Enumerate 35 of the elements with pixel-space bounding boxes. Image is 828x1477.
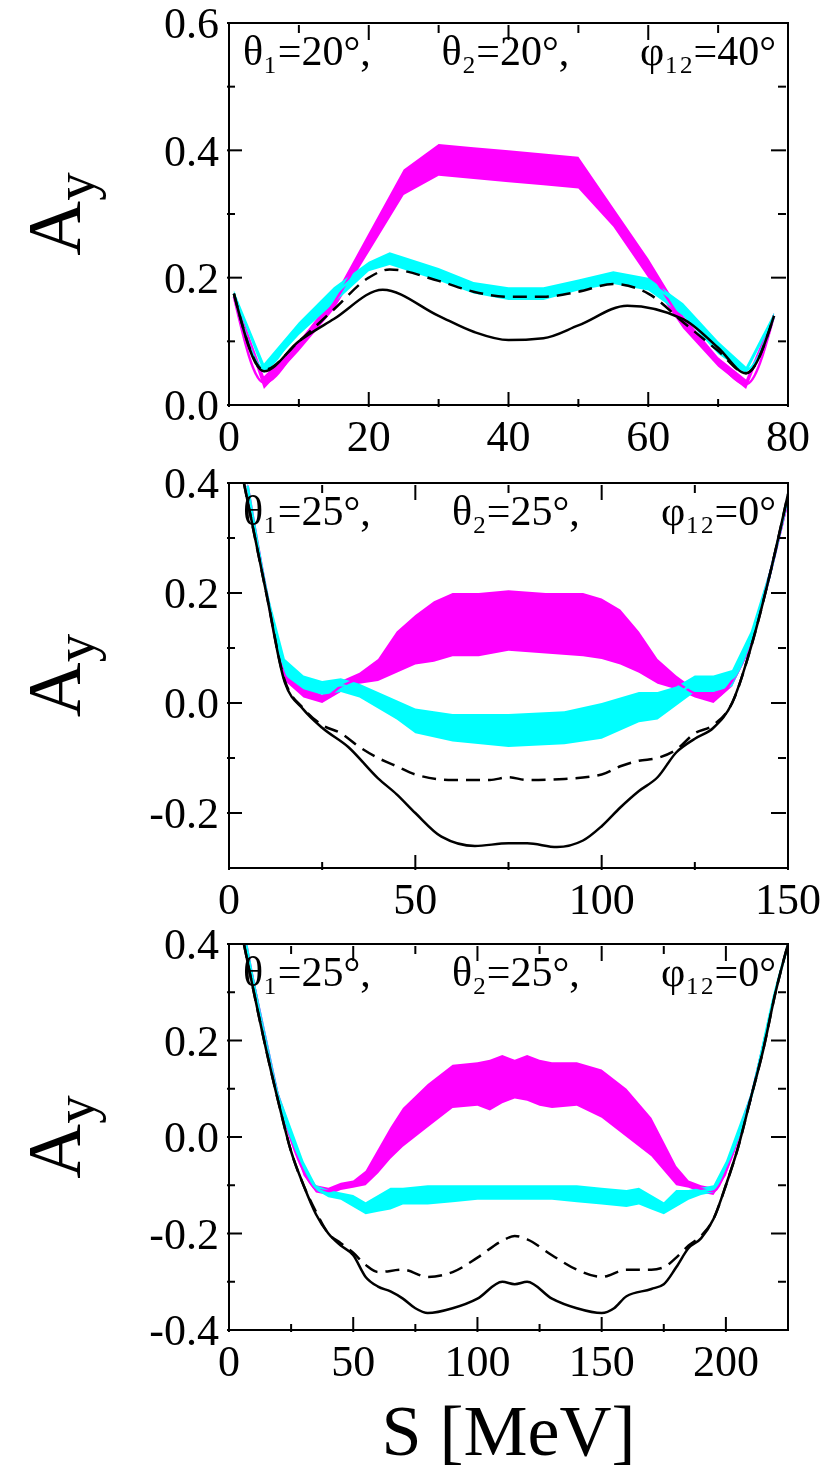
- annotation: θ₂=25°,: [451, 487, 580, 535]
- annotation: θ₁=20°,: [243, 27, 371, 75]
- x-tick-label: 150: [755, 875, 821, 924]
- y-tick-label: 0.4: [164, 920, 219, 970]
- y-tick-label: 0.2: [164, 569, 219, 619]
- x-tick-label: 0: [218, 412, 240, 461]
- x-tick-label: 100: [444, 1337, 511, 1386]
- x-tick-label: 50: [393, 875, 438, 924]
- y-tick-label: -0.2: [149, 789, 219, 839]
- x-tick-label: 100: [568, 875, 635, 924]
- annotation: θ₂=20°,: [441, 27, 570, 75]
- x-tick-label: 50: [331, 1337, 376, 1386]
- y-tick-label: 0.2: [164, 254, 219, 304]
- x-tick-label: 0: [218, 875, 240, 924]
- x-tick-label: 150: [568, 1337, 635, 1386]
- y-tick-label: 0.4: [164, 126, 219, 176]
- x-tick-label: 80: [766, 412, 810, 461]
- x-tick-label: 60: [626, 412, 671, 461]
- y-tick-label: 0.0: [164, 381, 219, 431]
- y-tick-label: -0.4: [149, 1306, 219, 1356]
- y-tick-label: 0.6: [164, 0, 219, 49]
- x-tick-label: 20: [346, 412, 391, 461]
- annotation: φ₁₂=0°: [660, 487, 776, 535]
- x-tick-label: 40: [486, 412, 531, 461]
- x-tick-label: 0: [218, 1337, 240, 1386]
- annotation: φ₁₂=0°: [660, 948, 776, 996]
- y-tick-label: 0.2: [164, 1016, 219, 1066]
- x-tick-label: 200: [692, 1337, 759, 1386]
- annotation: φ₁₂=40°: [639, 27, 776, 75]
- y-tick-label: -0.2: [149, 1209, 219, 1259]
- y-tick-label: 0.0: [164, 1113, 219, 1163]
- annotation: θ₂=25°,: [451, 948, 580, 996]
- y-tick-label: 0.0: [164, 679, 219, 729]
- y-tick-label: 0.4: [164, 459, 219, 509]
- x-axis-title: S [MeV]: [381, 1391, 636, 1471]
